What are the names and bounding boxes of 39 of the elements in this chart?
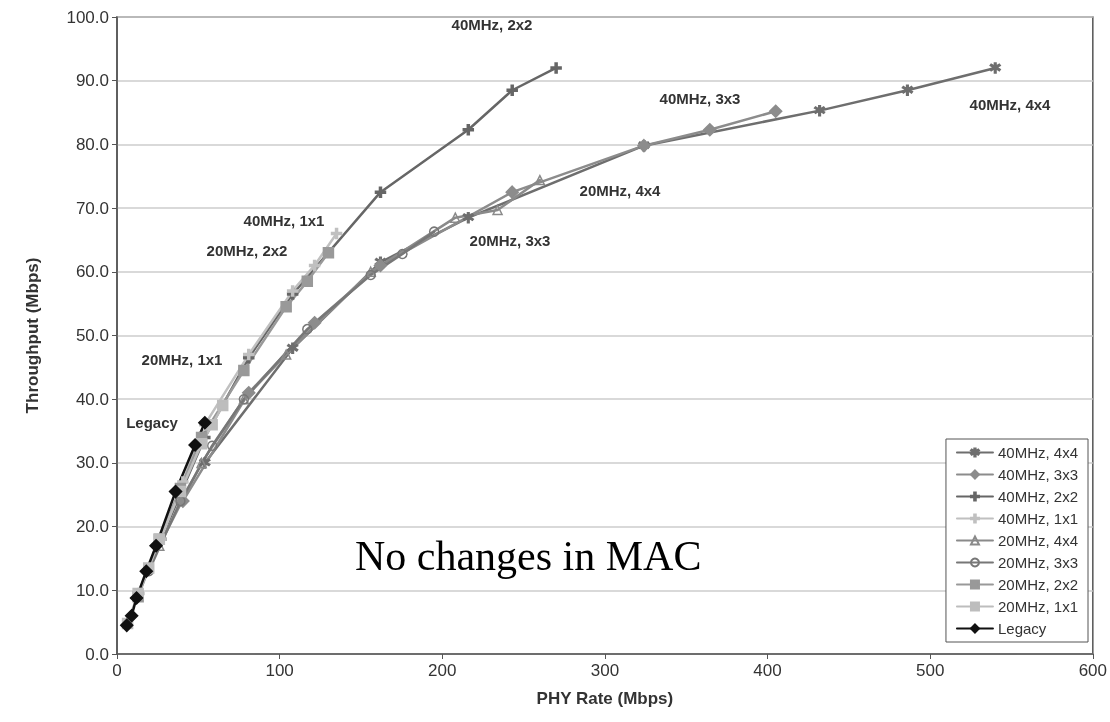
- legend-label: 20MHz, 4x4: [997, 532, 1079, 549]
- y-tick-label: 0.0: [85, 644, 109, 664]
- y-axis-title: Throughput (Mbps): [23, 257, 42, 414]
- annotation: Legacy: [126, 413, 179, 431]
- y-tick-label: 100.0: [66, 7, 109, 27]
- y-tick-label: 40.0: [75, 389, 109, 409]
- legend-label: 40MHz, 3x3: [997, 466, 1079, 483]
- legend-label: 20MHz, 2x2: [997, 576, 1079, 593]
- annotation: 20MHz, 1x1: [141, 350, 223, 368]
- legend-label: 40MHz, 2x2: [997, 488, 1079, 505]
- annotation: 20MHz, 2x2: [206, 241, 288, 259]
- legend-label: 40MHz, 1x1: [997, 510, 1079, 527]
- x-tick-label: 600: [1078, 661, 1108, 680]
- y-tick-label: 60.0: [75, 262, 109, 282]
- annotation: 40MHz, 4x4: [969, 95, 1052, 113]
- y-tick-label: 90.0: [75, 71, 109, 91]
- annotation: 40MHz, 1x1: [243, 211, 325, 229]
- annotation: 40MHz, 2x2: [451, 15, 533, 33]
- y-tick-label: 30.0: [75, 453, 109, 473]
- x-tick-label: 100: [265, 661, 294, 680]
- legend-label: 20MHz, 1x1: [997, 598, 1079, 615]
- x-tick-label: 300: [590, 661, 620, 680]
- x-tick-label: 400: [753, 661, 782, 680]
- x-tick-label: 500: [915, 661, 945, 680]
- legend-label: Legacy: [997, 620, 1047, 637]
- annotation: 20MHz, 3x3: [469, 231, 551, 249]
- x-tick-label: 0: [112, 661, 122, 680]
- x-tick-label: 200: [428, 661, 457, 680]
- y-tick-label: 20.0: [75, 517, 109, 537]
- legend-label: 20MHz, 3x3: [997, 554, 1079, 571]
- annotation: 40MHz, 3x3: [659, 89, 741, 107]
- y-tick-label: 10.0: [75, 580, 109, 600]
- x-axis-title: PHY Rate (Mbps): [536, 689, 674, 708]
- y-tick-label: 80.0: [75, 134, 109, 154]
- y-tick-label: 70.0: [75, 198, 109, 218]
- y-tick-label: 50.0: [75, 326, 109, 345]
- legend-label: 40MHz, 4x4: [997, 444, 1079, 461]
- annotation: 20MHz, 4x4: [579, 181, 662, 199]
- annotation: No changes in MAC: [355, 533, 702, 579]
